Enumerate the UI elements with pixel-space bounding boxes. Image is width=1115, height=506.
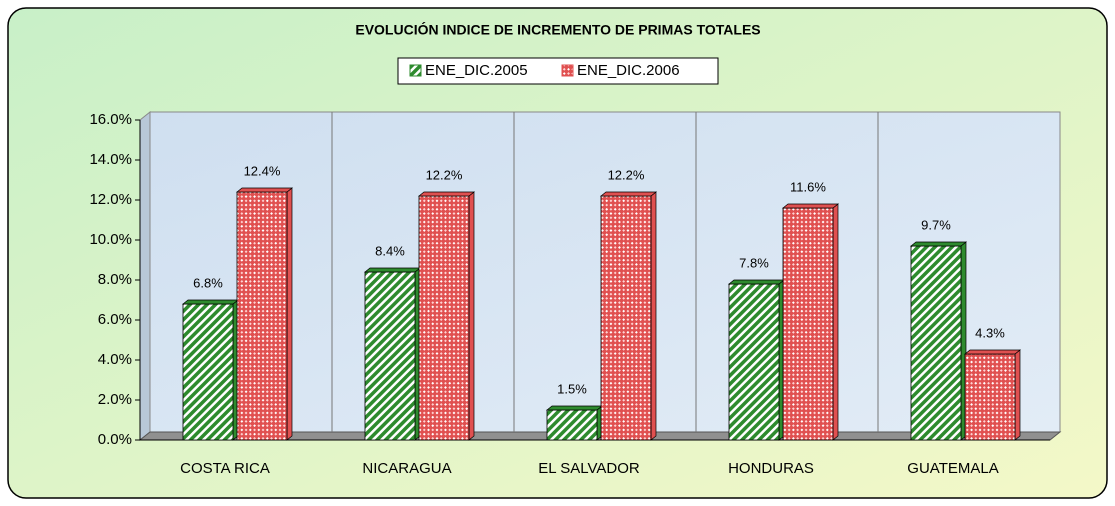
bar-top bbox=[418, 191, 475, 197]
bar bbox=[910, 245, 962, 441]
value-label: 8.4% bbox=[375, 243, 405, 258]
bar bbox=[418, 195, 470, 441]
value-label: 7.8% bbox=[739, 255, 769, 270]
value-label: 4.3% bbox=[975, 325, 1005, 340]
bar bbox=[964, 353, 1016, 441]
bar-top bbox=[182, 299, 239, 305]
value-label: 12.2% bbox=[426, 167, 463, 182]
bar-side bbox=[468, 191, 475, 441]
bar-side bbox=[286, 187, 293, 441]
y-tick-label: 0.0% bbox=[98, 431, 132, 448]
y-tick-label: 8.0% bbox=[98, 271, 132, 288]
y-tick-label: 6.0% bbox=[98, 311, 132, 328]
value-label: 6.8% bbox=[193, 275, 223, 290]
legend-label: ENE_DIC.2006 bbox=[577, 62, 680, 79]
legend-swatch bbox=[409, 64, 422, 77]
x-tick-label: COSTA RICA bbox=[180, 460, 270, 477]
bar bbox=[182, 303, 234, 441]
y-tick-label: 14.0% bbox=[89, 151, 132, 168]
legend-swatch bbox=[561, 64, 574, 77]
value-label: 12.4% bbox=[244, 163, 281, 178]
bar-top bbox=[728, 279, 785, 285]
x-tick-label: HONDURAS bbox=[728, 460, 814, 477]
y-tick-label: 2.0% bbox=[98, 391, 132, 408]
y-tick-label: 16.0% bbox=[89, 111, 132, 128]
value-label: 1.5% bbox=[557, 381, 587, 396]
x-tick-label: EL SALVADOR bbox=[538, 460, 640, 477]
chart-title: EVOLUCIÓN INDICE DE INCREMENTO DE PRIMAS… bbox=[355, 21, 760, 38]
bar bbox=[364, 271, 416, 441]
bar-top bbox=[964, 349, 1021, 355]
bar-top bbox=[364, 267, 421, 273]
bar bbox=[600, 195, 652, 441]
bar-top bbox=[236, 187, 293, 193]
bar bbox=[728, 283, 780, 441]
y-tick-label: 10.0% bbox=[89, 231, 132, 248]
bar-top bbox=[600, 191, 657, 197]
x-tick-label: NICARAGUA bbox=[362, 460, 451, 477]
y-tick-label: 12.0% bbox=[89, 191, 132, 208]
bar-side bbox=[832, 203, 839, 441]
bar bbox=[236, 191, 288, 441]
side-wall bbox=[139, 110, 151, 442]
bar-side bbox=[1014, 349, 1021, 441]
value-label: 12.2% bbox=[608, 167, 645, 182]
value-label: 11.6% bbox=[790, 179, 826, 194]
bar-top bbox=[546, 405, 603, 411]
bar-top bbox=[782, 203, 839, 209]
legend-label: ENE_DIC.2005 bbox=[425, 62, 528, 79]
bar-top bbox=[910, 241, 967, 247]
bar bbox=[546, 409, 598, 441]
bar-side bbox=[650, 191, 657, 441]
y-tick-label: 4.0% bbox=[98, 351, 132, 368]
value-label: 9.7% bbox=[921, 217, 951, 232]
x-tick-label: GUATEMALA bbox=[907, 460, 998, 477]
bar bbox=[782, 207, 834, 441]
legend bbox=[397, 57, 719, 85]
